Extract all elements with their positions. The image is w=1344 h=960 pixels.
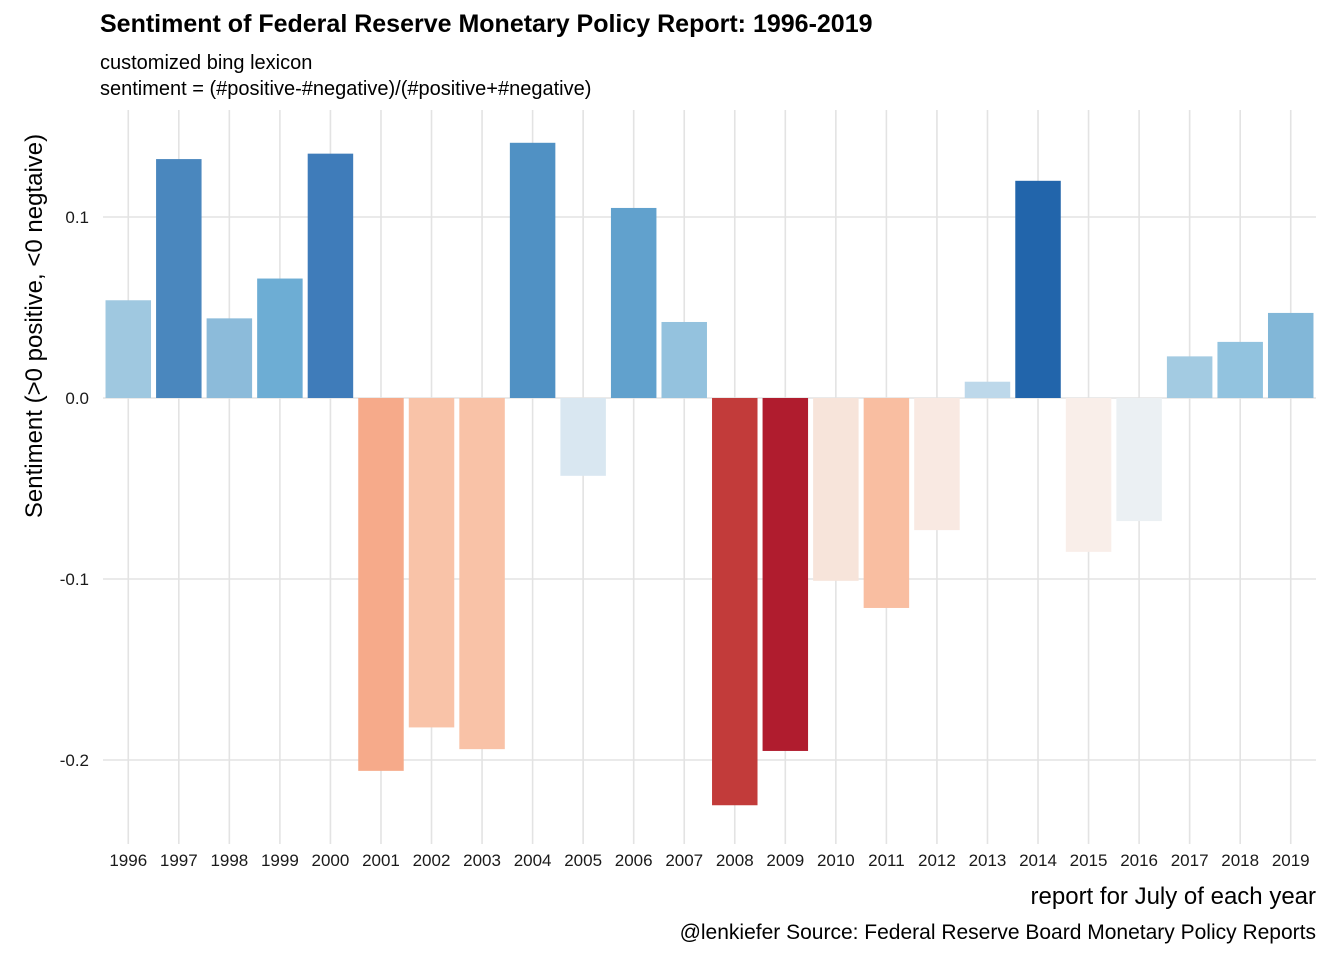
bar-2002 bbox=[408, 398, 455, 728]
x-tick-label: 2011 bbox=[868, 851, 905, 870]
x-tick-labels: 1996 1997 1998 1999 2000 2001 2002 2003 2004 2005… bbox=[109, 851, 1309, 870]
x-tick-label: 2013 bbox=[969, 851, 1007, 870]
bar-2012 bbox=[914, 398, 960, 531]
y-tick-label: -0.2 bbox=[60, 751, 89, 770]
bar-2006 bbox=[610, 207, 657, 398]
x-tick-label: 2000 bbox=[312, 851, 350, 870]
x-tick-label: 2016 bbox=[1120, 851, 1158, 870]
x-tick-label: 1996 bbox=[109, 851, 147, 870]
x-tick-label: 2015 bbox=[1070, 851, 1108, 870]
bar-2018 bbox=[1217, 341, 1263, 398]
x-tick-label: 2007 bbox=[665, 851, 703, 870]
y-tick-label: 0.1 bbox=[65, 208, 89, 227]
bar-2014 bbox=[1015, 180, 1061, 398]
bar-1997 bbox=[156, 159, 202, 398]
y-tick-label: -0.1 bbox=[60, 570, 89, 589]
subtitle-line-2: sentiment = (#positive-#negative)/(#posi… bbox=[100, 78, 592, 100]
x-tick-label: 2012 bbox=[918, 851, 956, 870]
bar-2015 bbox=[1065, 398, 1112, 552]
bar-2005 bbox=[560, 398, 606, 476]
x-tick-label: 2014 bbox=[1019, 851, 1057, 870]
x-tick-label: 2002 bbox=[413, 851, 451, 870]
bar-2016 bbox=[1116, 398, 1162, 522]
chart-title: Sentiment of Federal Reserve Monetary Po… bbox=[100, 10, 873, 38]
y-tick-labels: -0.2 -0.1 0.0 0.1 bbox=[60, 208, 89, 770]
bar-2017 bbox=[1166, 356, 1213, 398]
x-tick-label: 1999 bbox=[261, 851, 299, 870]
chart-subtitle: customized bing lexicon sentiment = (#po… bbox=[100, 50, 591, 102]
bar-2001 bbox=[358, 398, 404, 771]
bars bbox=[105, 142, 1314, 806]
bar-1998 bbox=[206, 318, 253, 398]
subtitle-line-1: customized bing lexicon bbox=[100, 52, 313, 74]
y-axis-title: Sentiment (>0 positive, <0 negtaive) bbox=[21, 134, 48, 518]
y-tick-label: 0.0 bbox=[65, 389, 89, 408]
x-tick-label: 2005 bbox=[564, 851, 602, 870]
x-tick-label: 2017 bbox=[1171, 851, 1209, 870]
bar-2007 bbox=[661, 321, 707, 398]
bar-1996 bbox=[105, 300, 152, 398]
x-tick-label: 1997 bbox=[160, 851, 198, 870]
source-caption: @lenkiefer Source: Federal Reserve Board… bbox=[679, 921, 1316, 944]
x-tick-label: 1998 bbox=[210, 851, 248, 870]
bar-2008 bbox=[712, 398, 758, 806]
x-tick-label: 2006 bbox=[615, 851, 653, 870]
bar-2019 bbox=[1267, 312, 1314, 398]
bar-2010 bbox=[813, 398, 859, 581]
x-tick-label: 2019 bbox=[1272, 851, 1310, 870]
bar-2013 bbox=[964, 381, 1011, 398]
x-tick-label: 2018 bbox=[1221, 851, 1259, 870]
bar-1999 bbox=[257, 278, 303, 398]
bar-2003 bbox=[459, 398, 505, 750]
x-tick-label: 2003 bbox=[463, 851, 501, 870]
bar-2004 bbox=[509, 142, 556, 398]
x-tick-label: 2001 bbox=[362, 851, 400, 870]
bar-2009 bbox=[762, 398, 809, 751]
x-tick-label: 2004 bbox=[514, 851, 552, 870]
x-tick-label: 2008 bbox=[716, 851, 754, 870]
bar-2000 bbox=[307, 153, 354, 398]
x-tick-label: 2010 bbox=[817, 851, 855, 870]
x-tick-label: 2009 bbox=[766, 851, 804, 870]
bar-2011 bbox=[863, 398, 910, 608]
x-axis-title: report for July of each year bbox=[1031, 883, 1316, 910]
